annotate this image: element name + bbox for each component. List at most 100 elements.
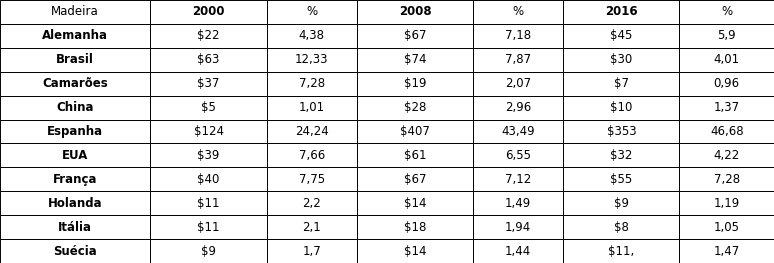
Bar bbox=[150, 120, 266, 143]
Bar bbox=[150, 24, 266, 48]
Text: $67: $67 bbox=[404, 173, 426, 186]
Text: $11: $11 bbox=[197, 221, 220, 234]
Bar bbox=[357, 96, 473, 120]
Bar bbox=[266, 239, 357, 263]
Text: 6,55: 6,55 bbox=[505, 149, 531, 162]
Text: Itália: Itália bbox=[58, 221, 92, 234]
Text: $7: $7 bbox=[614, 77, 628, 90]
Text: $124: $124 bbox=[194, 125, 224, 138]
Bar bbox=[473, 24, 563, 48]
Bar bbox=[357, 72, 473, 96]
Bar bbox=[473, 191, 563, 215]
Text: Madeira: Madeira bbox=[51, 6, 99, 18]
Bar bbox=[473, 120, 563, 143]
Bar bbox=[473, 72, 563, 96]
Bar bbox=[473, 96, 563, 120]
Text: $22: $22 bbox=[197, 29, 220, 42]
Bar bbox=[473, 215, 563, 239]
Text: 5,9: 5,9 bbox=[717, 29, 736, 42]
Bar bbox=[563, 120, 680, 143]
Text: 1,19: 1,19 bbox=[714, 197, 740, 210]
Text: 7,66: 7,66 bbox=[299, 149, 325, 162]
Text: $8: $8 bbox=[614, 221, 628, 234]
Text: 7,28: 7,28 bbox=[714, 173, 740, 186]
Bar bbox=[0, 96, 150, 120]
Text: 1,44: 1,44 bbox=[505, 245, 531, 257]
Bar bbox=[680, 191, 774, 215]
Text: $61: $61 bbox=[404, 149, 426, 162]
Bar bbox=[266, 0, 357, 24]
Bar bbox=[680, 24, 774, 48]
Text: $45: $45 bbox=[610, 29, 632, 42]
Text: $9: $9 bbox=[614, 197, 628, 210]
Bar bbox=[0, 215, 150, 239]
Text: $40: $40 bbox=[197, 173, 220, 186]
Text: 1,37: 1,37 bbox=[714, 101, 740, 114]
Text: 7,28: 7,28 bbox=[299, 77, 325, 90]
Text: Holanda: Holanda bbox=[48, 197, 103, 210]
Bar bbox=[680, 48, 774, 72]
Bar bbox=[680, 215, 774, 239]
Bar bbox=[357, 239, 473, 263]
Bar bbox=[266, 96, 357, 120]
Text: 43,49: 43,49 bbox=[502, 125, 535, 138]
Text: 2016: 2016 bbox=[605, 6, 638, 18]
Bar bbox=[266, 48, 357, 72]
Bar bbox=[357, 24, 473, 48]
Bar bbox=[150, 72, 266, 96]
Text: $14: $14 bbox=[404, 197, 426, 210]
Bar bbox=[0, 143, 150, 167]
Bar bbox=[150, 239, 266, 263]
Bar bbox=[150, 191, 266, 215]
Text: 1,94: 1,94 bbox=[505, 221, 531, 234]
Text: 2,2: 2,2 bbox=[303, 197, 321, 210]
Bar bbox=[0, 48, 150, 72]
Bar bbox=[0, 191, 150, 215]
Text: 7,12: 7,12 bbox=[505, 173, 531, 186]
Text: 7,18: 7,18 bbox=[505, 29, 531, 42]
Bar bbox=[563, 96, 680, 120]
Text: EUA: EUA bbox=[62, 149, 88, 162]
Text: Alemanha: Alemanha bbox=[43, 29, 108, 42]
Text: Camarões: Camarões bbox=[43, 77, 108, 90]
Bar bbox=[680, 0, 774, 24]
Bar bbox=[266, 215, 357, 239]
Bar bbox=[357, 167, 473, 191]
Bar bbox=[150, 0, 266, 24]
Text: $11,: $11, bbox=[608, 245, 635, 257]
Text: 2,1: 2,1 bbox=[303, 221, 321, 234]
Text: França: França bbox=[53, 173, 98, 186]
Text: 4,01: 4,01 bbox=[714, 53, 740, 66]
Bar bbox=[150, 215, 266, 239]
Bar bbox=[680, 96, 774, 120]
Text: $28: $28 bbox=[404, 101, 426, 114]
Bar bbox=[0, 24, 150, 48]
Text: $11: $11 bbox=[197, 197, 220, 210]
Text: Brasil: Brasil bbox=[57, 53, 94, 66]
Text: %: % bbox=[721, 6, 732, 18]
Bar bbox=[680, 239, 774, 263]
Text: 1,7: 1,7 bbox=[303, 245, 321, 257]
Text: $19: $19 bbox=[404, 77, 426, 90]
Bar bbox=[266, 167, 357, 191]
Bar bbox=[357, 120, 473, 143]
Text: $14: $14 bbox=[404, 245, 426, 257]
Bar bbox=[150, 48, 266, 72]
Bar bbox=[563, 143, 680, 167]
Bar bbox=[563, 215, 680, 239]
Text: $37: $37 bbox=[197, 77, 220, 90]
Text: $18: $18 bbox=[404, 221, 426, 234]
Text: $74: $74 bbox=[404, 53, 426, 66]
Text: $55: $55 bbox=[610, 173, 632, 186]
Bar bbox=[473, 143, 563, 167]
Bar bbox=[473, 239, 563, 263]
Bar bbox=[680, 143, 774, 167]
Text: 7,75: 7,75 bbox=[299, 173, 325, 186]
Text: $353: $353 bbox=[607, 125, 636, 138]
Text: $63: $63 bbox=[197, 53, 220, 66]
Text: 4,38: 4,38 bbox=[299, 29, 325, 42]
Bar bbox=[357, 48, 473, 72]
Text: Suécia: Suécia bbox=[53, 245, 97, 257]
Text: 0,96: 0,96 bbox=[714, 77, 740, 90]
Bar bbox=[357, 191, 473, 215]
